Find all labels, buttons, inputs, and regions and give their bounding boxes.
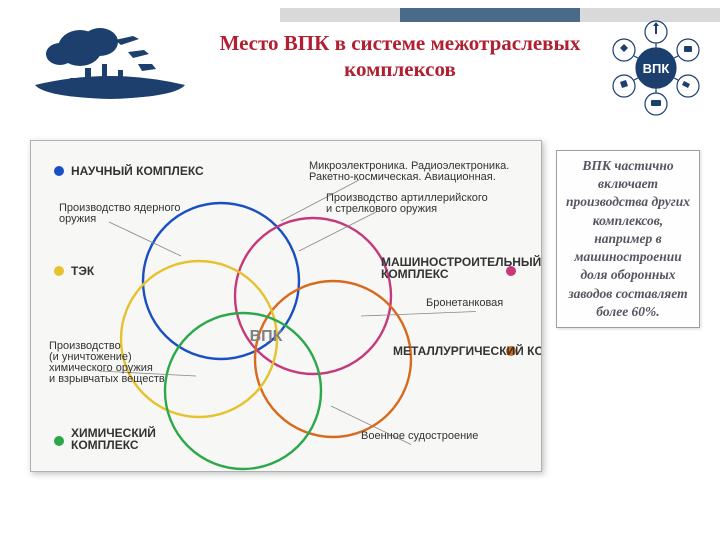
svg-text:ВПК: ВПК	[250, 328, 283, 345]
caption-box: ВПК частично включает производства други…	[556, 150, 700, 328]
svg-text:Производство артиллерийскогои: Производство артиллерийскогои стрелковог…	[326, 192, 488, 215]
svg-text:Военное судостроение: Военное судостроение	[361, 430, 478, 442]
svg-text:Производство(и уничтожение)хим: Производство(и уничтожение)химического о…	[49, 340, 165, 385]
slide-title: Место ВПК в системе межотраслевых компле…	[210, 30, 590, 83]
svg-text:ТЭК: ТЭК	[71, 264, 95, 278]
topbar-accent	[400, 8, 580, 22]
venn-diagram: НАУЧНЫЙ КОМПЛЕКС МАШИНОСТРОИТЕЛЬНЫЙКОМПЛЕ…	[30, 140, 542, 472]
svg-text:МАШИНОСТРОИТЕЛЬНЫЙКОМПЛЕКС: МАШИНОСТРОИТЕЛЬНЫЙКОМПЛЕКС	[381, 254, 541, 281]
svg-text:Микроэлектроника. Радиоэлектро: Микроэлектроника. Радиоэлектроника.Ракет…	[309, 160, 509, 183]
vpk-logo: ВПК	[606, 18, 706, 118]
vpk-logo-text: ВПК	[643, 61, 670, 76]
svg-text:НАУЧНЫЙ КОМПЛЕКС: НАУЧНЫЙ КОМПЛЕКС	[71, 163, 204, 178]
military-emblem	[30, 20, 190, 110]
svg-text:МЕТАЛЛУРГИЧЕСКИЙ КОМПЛЕКС: МЕТАЛЛУРГИЧЕСКИЙ КОМПЛЕКС	[393, 343, 541, 358]
svg-text:Производство ядерногооружия: Производство ядерногооружия	[59, 202, 180, 225]
svg-text:Бронетанковая: Бронетанковая	[426, 297, 503, 309]
svg-text:ХИМИЧЕСКИЙКОМПЛЕКС: ХИМИЧЕСКИЙКОМПЛЕКС	[71, 425, 156, 452]
